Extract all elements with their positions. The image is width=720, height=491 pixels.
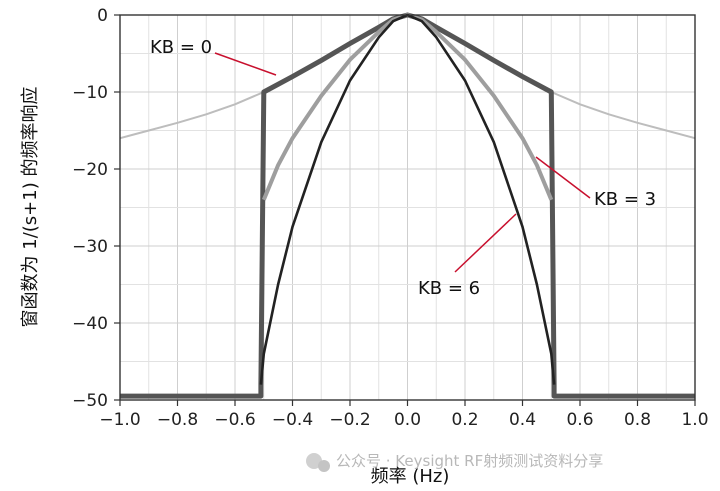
watermark: 公众号 · Keysight RF射频测试资料分享 bbox=[306, 452, 603, 472]
x-tick-label: 1.0 bbox=[681, 410, 708, 430]
annotation-leader-line bbox=[454, 213, 517, 273]
x-tick-label: −0.2 bbox=[329, 410, 370, 430]
y-tick-label: −40 bbox=[72, 314, 108, 334]
x-tick-label: −0.4 bbox=[272, 410, 313, 430]
x-tick-label: 0.2 bbox=[451, 410, 478, 430]
y-tick-label: −30 bbox=[72, 237, 108, 257]
x-tick-label: 0.6 bbox=[566, 410, 593, 430]
x-tick-label: 0.0 bbox=[394, 410, 421, 430]
x-tick-label: −1.0 bbox=[99, 410, 140, 430]
watermark-text: 公众号 · Keysight RF射频测试资料分享 bbox=[336, 452, 603, 470]
x-tick-label: 0.4 bbox=[509, 410, 536, 430]
annotation-leader-line bbox=[535, 156, 591, 199]
y-tick-label: 0 bbox=[97, 6, 108, 26]
y-tick-label: −20 bbox=[72, 160, 108, 180]
x-axis-label: 频率 (Hz) bbox=[371, 466, 450, 487]
annotations: KB = 0 KB = 3 KB = 6 bbox=[150, 37, 656, 299]
y-axis-label: 窗函数为 1/(s+1) 的频率响应 bbox=[20, 87, 41, 328]
annotation-label: KB = 3 bbox=[594, 189, 656, 210]
grid-lines bbox=[119, 14, 696, 401]
x-tick-label: −0.8 bbox=[157, 410, 198, 430]
y-tick-label: −50 bbox=[72, 391, 108, 411]
tick-labels: −1.0 −0.8 −0.6 −0.4 −0.2 0.0 0.2 0.4 0.6 0.8 1.0 0 −… bbox=[72, 6, 708, 430]
y-tick-label: −10 bbox=[72, 83, 108, 103]
annotation-label: KB = 6 bbox=[418, 278, 480, 299]
annotation-label: KB = 0 bbox=[150, 37, 212, 58]
x-tick-label: 0.8 bbox=[624, 410, 651, 430]
wechat-icon bbox=[306, 453, 330, 472]
annotation-leader-line bbox=[214, 52, 277, 76]
x-tick-label: −0.6 bbox=[214, 410, 255, 430]
